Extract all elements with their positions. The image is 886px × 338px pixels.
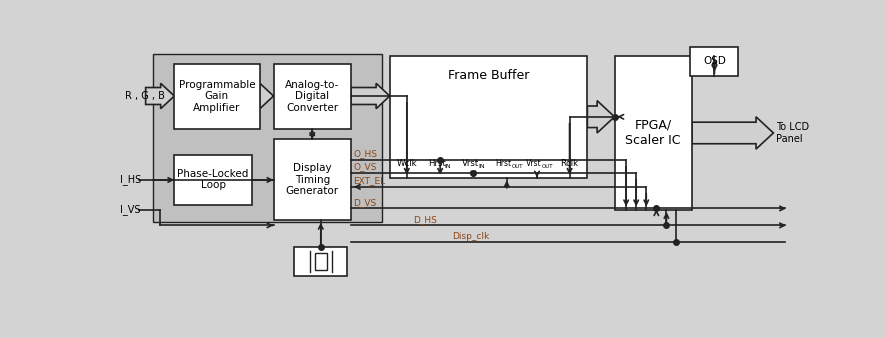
Text: OUT: OUT: [512, 164, 524, 169]
Text: FPGA/
Scaler IC: FPGA/ Scaler IC: [626, 119, 681, 147]
Text: Disp_clk: Disp_clk: [452, 232, 489, 241]
Text: OSD: OSD: [703, 56, 726, 66]
Bar: [690, 47, 739, 76]
Bar: [294, 247, 347, 276]
Polygon shape: [692, 117, 773, 149]
Bar: [153, 54, 382, 222]
Text: Hrst: Hrst: [428, 159, 446, 168]
Text: R , G , B: R , G , B: [125, 91, 165, 101]
Bar: [175, 154, 252, 204]
Text: OUT: OUT: [542, 164, 554, 169]
Text: O_HS: O_HS: [354, 149, 377, 158]
Text: Vrst: Vrst: [526, 159, 541, 168]
Text: D_VS: D_VS: [354, 198, 377, 207]
Text: D_HS: D_HS: [413, 215, 437, 224]
Bar: [615, 56, 692, 210]
Text: Display
Timing
Generator: Display Timing Generator: [285, 163, 338, 196]
Text: Vrst: Vrst: [462, 159, 479, 168]
Text: Wclk: Wclk: [397, 159, 417, 168]
Text: Analog-to-
Digital
Converter: Analog-to- Digital Converter: [285, 80, 339, 113]
Polygon shape: [145, 83, 175, 109]
Text: EXT_EL: EXT_EL: [354, 176, 385, 185]
Text: IN: IN: [478, 164, 485, 169]
Text: I_VS: I_VS: [120, 204, 141, 215]
Bar: [390, 56, 587, 178]
Text: IN: IN: [445, 164, 451, 169]
Text: To LCD
Panel: To LCD Panel: [776, 122, 809, 144]
Text: Hrst: Hrst: [495, 159, 512, 168]
Polygon shape: [351, 83, 390, 109]
Bar: [274, 64, 351, 129]
Text: Programmable
Gain
Amplifier: Programmable Gain Amplifier: [179, 80, 255, 113]
Text: O_VS: O_VS: [354, 162, 377, 171]
Text: Frame Buffer: Frame Buffer: [448, 69, 529, 82]
Polygon shape: [587, 101, 615, 133]
Text: I_HS: I_HS: [120, 174, 141, 185]
Text: Rclk: Rclk: [561, 159, 579, 168]
Bar: [315, 253, 327, 270]
Bar: [274, 139, 351, 220]
Bar: [175, 64, 260, 129]
Text: Phase-Locked
Loop: Phase-Locked Loop: [177, 169, 249, 190]
Polygon shape: [260, 83, 274, 109]
